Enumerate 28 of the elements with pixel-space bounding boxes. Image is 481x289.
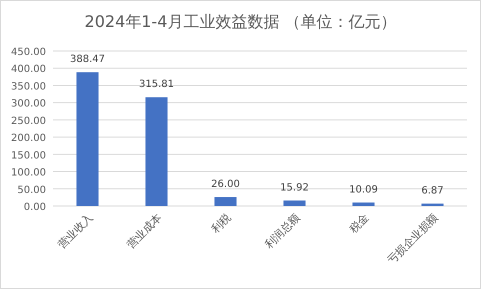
y-tick-label: 350.00 xyxy=(11,81,46,92)
x-tick-label: 利润总额 xyxy=(262,210,303,252)
x-tick-label: 营业收入 xyxy=(55,210,96,252)
y-tick-label: 150.00 xyxy=(11,150,46,162)
bar xyxy=(76,72,99,206)
chart-title: 2024年1-4月工业效益数据 （单位：亿元） xyxy=(84,12,396,31)
y-tick-label: 100.00 xyxy=(11,168,46,179)
y-tick-label: 400.00 xyxy=(11,64,46,76)
y-tick-label: 300.00 xyxy=(11,98,46,110)
y-tick-label: 50.00 xyxy=(17,184,46,196)
bar xyxy=(214,197,237,206)
x-tick-label: 亏损企业损额 xyxy=(384,210,441,267)
bar xyxy=(283,200,306,206)
y-tick-label: 200.00 xyxy=(11,133,46,144)
data-label: 15.92 xyxy=(280,182,309,194)
x-tick-label: 营业成本 xyxy=(124,210,165,252)
x-tick-label: 税金 xyxy=(346,210,372,236)
bar xyxy=(352,202,375,206)
bar xyxy=(145,97,168,206)
data-label: 315.81 xyxy=(139,79,174,90)
data-label: 10.09 xyxy=(349,184,378,196)
data-label: 388.47 xyxy=(70,54,105,66)
data-label: 6.87 xyxy=(421,186,444,197)
x-tick-label: 利税 xyxy=(208,210,234,236)
y-tick-label: 250.00 xyxy=(11,116,46,127)
data-label: 26.00 xyxy=(211,179,240,190)
y-tick-label: 450.00 xyxy=(11,47,46,58)
y-tick-label: 0.00 xyxy=(24,202,46,213)
